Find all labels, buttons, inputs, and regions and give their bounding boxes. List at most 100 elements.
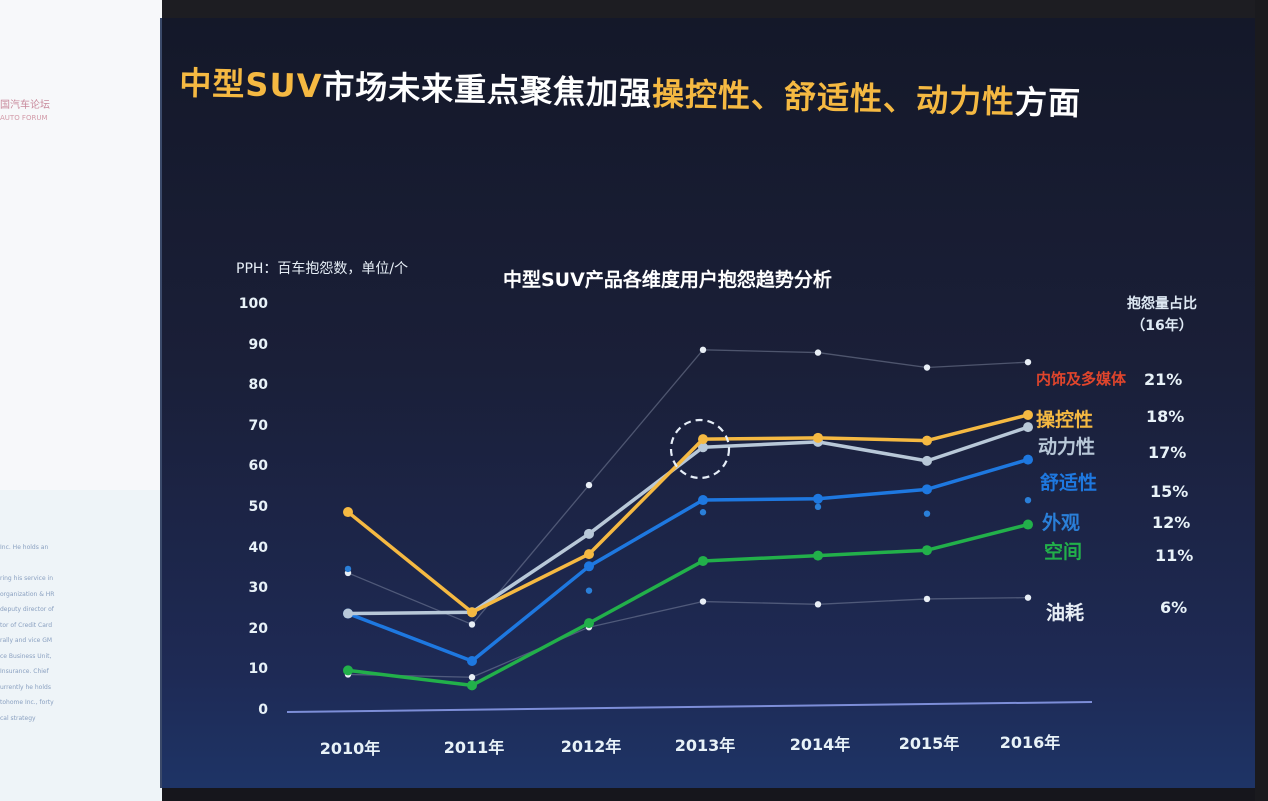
- data-point: [1024, 358, 1032, 366]
- data-point: [584, 618, 594, 629]
- x-tick-label: 2014年: [789, 735, 851, 754]
- data-point: [699, 509, 707, 516]
- series-share-value: 6%: [1160, 598, 1188, 617]
- data-point: [1023, 519, 1033, 530]
- data-point: [343, 608, 353, 619]
- data-point: [468, 674, 476, 681]
- data-point: [344, 565, 352, 573]
- series-share-value: 15%: [1150, 482, 1189, 501]
- data-point: [1023, 409, 1033, 420]
- data-point: [814, 503, 822, 511]
- series-share-value: 12%: [1152, 513, 1191, 532]
- share-header-line: 抱怨量占比: [1127, 296, 1197, 312]
- data-point: [922, 484, 932, 495]
- slide: [160, 18, 1257, 788]
- y-tick-label: 100: [238, 296, 268, 312]
- data-point: [699, 598, 707, 605]
- room-background-right: [1255, 0, 1268, 801]
- x-tick-label: 2011年: [443, 738, 505, 757]
- data-point: [468, 621, 476, 628]
- x-axis-line: [286, 701, 1093, 713]
- x-tick-label: 2013年: [674, 736, 736, 755]
- data-point: [343, 507, 353, 518]
- data-point: [698, 555, 708, 566]
- bio-line: tohome Inc., forty: [0, 699, 54, 706]
- x-tick-label: 2012年: [560, 737, 622, 756]
- chart-title: 中型SUV产品各维度用户抱怨趋势分析: [503, 269, 832, 291]
- data-point: [1023, 422, 1033, 433]
- data-point: [698, 434, 708, 445]
- data-point: [1024, 594, 1032, 601]
- data-point: [1024, 497, 1032, 504]
- data-point: [584, 549, 594, 560]
- series-label: 外观: [1042, 512, 1081, 534]
- series-label: 操控性: [1036, 409, 1094, 431]
- bio-line: ring his service in: [0, 575, 54, 582]
- series-share-value: 17%: [1148, 443, 1187, 462]
- data-point: [467, 655, 477, 666]
- data-point: [923, 595, 931, 603]
- series-line-6: [347, 596, 1029, 678]
- series-share-value: 18%: [1146, 407, 1185, 426]
- logo-en: AUTO FORUM: [0, 114, 48, 122]
- data-point: [813, 432, 823, 443]
- data-point: [922, 455, 932, 466]
- bio-line: deputy director of: [0, 606, 54, 613]
- bio-line: Insurance. Chief: [0, 668, 49, 675]
- logo-cn: 国汽车论坛: [0, 100, 50, 111]
- data-point: [923, 364, 931, 371]
- data-point: [923, 510, 931, 517]
- data-point: [922, 545, 932, 556]
- y-tick-label: 30: [248, 580, 268, 597]
- data-point: [467, 607, 477, 618]
- highlight-circle-2013: [669, 418, 731, 480]
- data-point: [813, 550, 823, 561]
- series-label: 动力性: [1038, 436, 1096, 458]
- bio-line: urrently he holds: [0, 683, 51, 691]
- series-share-value: 11%: [1155, 546, 1194, 565]
- x-tick-label: 2010年: [319, 739, 381, 758]
- y-tick-label: 40: [248, 539, 268, 556]
- data-point: [584, 561, 594, 572]
- data-point: [584, 528, 594, 539]
- data-point: [813, 493, 823, 504]
- y-tick-label: 80: [248, 377, 268, 394]
- y-axis-unit-label: PPH：百车抱怨数，单位/个: [236, 261, 409, 277]
- bio-text: Inc. He holds an ring his service in orga…: [0, 540, 60, 726]
- x-tick-label: 2015年: [898, 734, 960, 753]
- bio-line: ce Business Unit,: [0, 652, 52, 660]
- y-tick-label: 0: [258, 702, 268, 718]
- data-point: [698, 495, 708, 506]
- bio-line: cal strategy: [0, 714, 36, 722]
- data-point: [698, 442, 708, 453]
- y-tick-label: 20: [248, 620, 268, 637]
- data-point: [343, 665, 353, 676]
- series-label: 油耗: [1046, 602, 1085, 624]
- series-label: 空间: [1044, 541, 1083, 563]
- forum-logo: 国汽车论坛 AUTO FORUM: [0, 100, 50, 124]
- panel-tint: [0, 490, 162, 801]
- x-tick-label: 2016年: [999, 733, 1061, 752]
- y-tick-label: 10: [248, 661, 268, 678]
- data-point: [585, 587, 593, 594]
- y-tick-label: 70: [248, 417, 268, 434]
- data-point: [1023, 454, 1033, 465]
- bio-line: rally and vice GM: [0, 637, 53, 644]
- bio-line: Inc. He holds an: [0, 544, 49, 551]
- data-point: [814, 349, 822, 356]
- bio-line: tor of Credit Card: [0, 621, 53, 629]
- data-point: [699, 346, 707, 354]
- series-share-value: 21%: [1144, 370, 1183, 389]
- left-document-panel: 国汽车论坛 AUTO FORUM Inc. He holds an ring h…: [0, 0, 162, 801]
- y-tick-label: 90: [248, 336, 268, 353]
- data-point: [814, 601, 822, 608]
- y-tick-label: 50: [248, 499, 268, 515]
- data-point: [922, 435, 932, 446]
- series-label: 内饰及多媒体: [1036, 370, 1127, 388]
- data-point: [467, 680, 477, 691]
- bio-line: organization & HR: [0, 590, 55, 598]
- share-header-line: （16年）: [1131, 318, 1193, 334]
- series-label: 舒适性: [1040, 472, 1098, 494]
- data-point: [585, 481, 593, 489]
